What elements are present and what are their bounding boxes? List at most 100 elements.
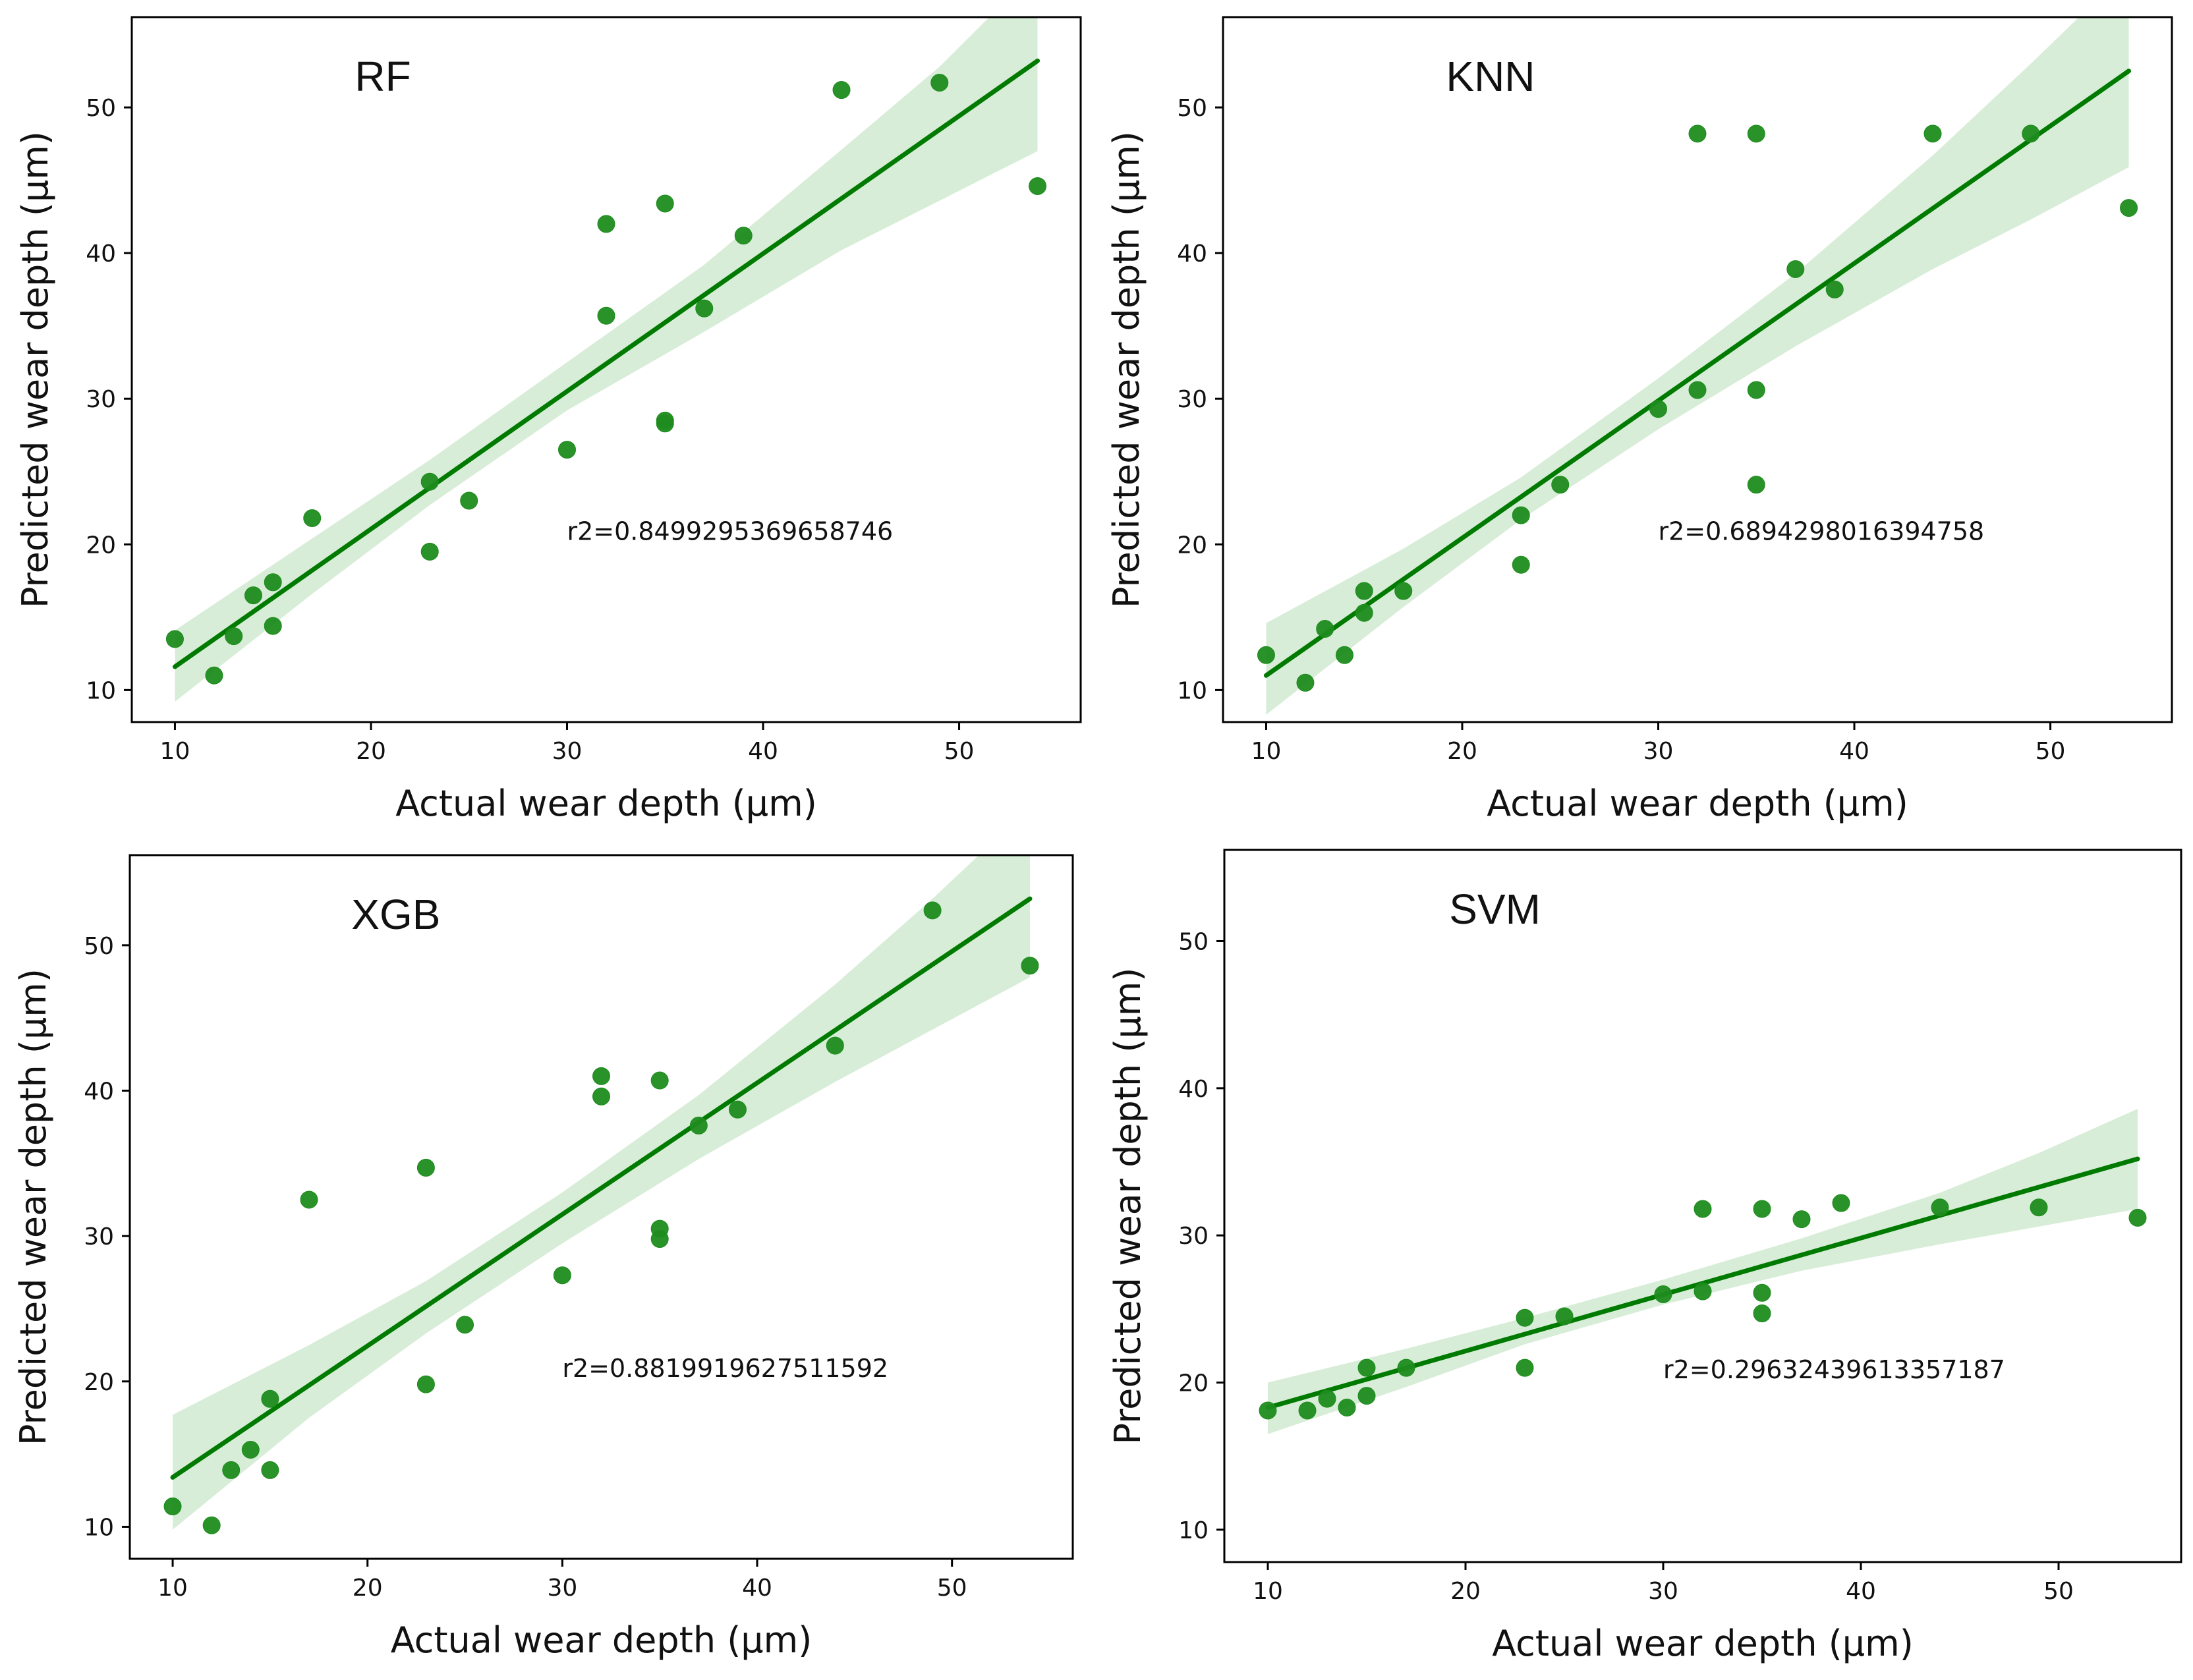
y-tick-label: 40	[84, 1078, 114, 1105]
plot-frame	[1222, 16, 2173, 723]
data-point	[1923, 125, 1942, 143]
data-point	[1786, 260, 1805, 278]
data-point	[592, 1067, 610, 1085]
x-tick-label: 30	[552, 738, 583, 765]
data-point	[205, 666, 223, 685]
data-point	[1747, 125, 1765, 143]
data-point	[1516, 1358, 1534, 1377]
data-point	[1792, 1210, 1811, 1229]
data-point	[1298, 1401, 1317, 1420]
data-point	[1397, 1358, 1415, 1377]
data-point	[2128, 1208, 2147, 1227]
x-tick-label: 30	[1643, 738, 1674, 765]
y-tick-label: 20	[84, 1369, 114, 1396]
x-axis-label: Actual wear depth (μm)	[395, 783, 817, 824]
data-point	[222, 1461, 241, 1479]
x-axis-label: Actual wear depth (μm)	[1492, 1623, 1914, 1664]
data-point	[1654, 1285, 1672, 1304]
data-point	[420, 472, 439, 491]
data-point	[456, 1316, 474, 1334]
x-tick-label: 50	[2043, 1578, 2074, 1605]
data-point	[1931, 1198, 1949, 1217]
model-title: SVM	[1449, 885, 1541, 933]
data-point	[163, 1498, 182, 1516]
data-point	[1832, 1194, 1850, 1212]
data-point	[165, 630, 184, 648]
data-point	[1355, 603, 1373, 622]
x-tick-label: 40	[1839, 738, 1869, 765]
data-point	[1649, 400, 1667, 418]
x-tick-label: 10	[160, 738, 190, 765]
data-point	[2030, 1198, 2048, 1217]
data-point	[202, 1516, 221, 1534]
confidence-band	[175, 17, 1038, 702]
data-point	[264, 617, 282, 635]
data-point	[1296, 673, 1315, 692]
data-point	[597, 215, 615, 233]
data-point	[1021, 957, 1039, 975]
data-point	[420, 542, 439, 561]
data-point	[1688, 125, 1707, 143]
data-point	[1338, 1398, 1356, 1416]
data-point	[832, 81, 851, 99]
plot-area	[163, 855, 1039, 1534]
data-point	[1688, 381, 1707, 399]
data-point	[244, 586, 262, 605]
data-point	[1747, 381, 1765, 399]
x-tick-label: 10	[157, 1575, 188, 1602]
y-axis-label: Predicted wear depth (μm)	[1107, 968, 1149, 1445]
plot-area	[165, 17, 1047, 702]
data-point	[826, 1036, 844, 1055]
data-point	[689, 1116, 708, 1134]
data-point	[416, 1158, 435, 1177]
y-tick-label: 50	[1178, 928, 1209, 955]
r2-annotation: r2=0.8819919627511592	[562, 1354, 888, 1383]
y-tick-label: 40	[86, 240, 116, 267]
data-point	[656, 194, 674, 213]
data-point	[930, 73, 949, 92]
y-tick-label: 30	[1177, 386, 1207, 413]
data-point	[1516, 1308, 1534, 1327]
data-point	[1555, 1307, 1574, 1326]
data-point	[728, 1100, 747, 1119]
data-point	[1825, 280, 1844, 298]
x-tick-label: 20	[1450, 1578, 1481, 1605]
data-point	[1355, 582, 1373, 600]
data-point	[264, 573, 282, 592]
confidence-band	[1268, 1109, 2138, 1434]
y-tick-label: 20	[1178, 1370, 1209, 1397]
y-tick-label: 30	[1178, 1223, 1209, 1250]
regression-line	[170, 896, 1033, 1480]
data-point	[2022, 125, 2040, 143]
y-axis-label: Predicted wear depth (μm)	[14, 131, 56, 608]
plot-frame	[1223, 849, 2182, 1563]
data-point	[416, 1375, 435, 1393]
x-tick-label: 10	[1251, 738, 1282, 765]
data-point	[1357, 1387, 1376, 1405]
r2-annotation: r2=0.8499295369658746	[567, 517, 893, 546]
data-point	[2120, 199, 2138, 217]
r2-annotation: r2=0.29632439613357187	[1663, 1355, 2005, 1384]
x-tick-label: 50	[2036, 738, 2066, 765]
data-point	[303, 509, 322, 527]
regression-line	[172, 58, 1040, 669]
data-point	[650, 1071, 669, 1090]
data-point	[734, 227, 753, 245]
chart-rf: 10 20 30 40 50 10 20 30 40 50 Actual wear depth (μ…	[14, 16, 1082, 824]
model-title: KNN	[1446, 53, 1535, 100]
data-point	[592, 1087, 610, 1106]
plot-frame	[130, 16, 1082, 723]
data-point	[1029, 177, 1047, 195]
model-title: XGB	[351, 891, 440, 938]
data-point	[695, 299, 714, 318]
r2-annotation: r2=0.6894298016394758	[1658, 517, 1984, 546]
data-point	[225, 627, 243, 646]
data-point	[650, 1230, 669, 1248]
y-axis-label: Predicted wear depth (μm)	[1106, 131, 1147, 608]
x-axis-label: Actual wear depth (μm)	[1487, 783, 1908, 824]
data-point	[1318, 1389, 1336, 1408]
data-point	[241, 1441, 260, 1459]
data-point	[1259, 1401, 1277, 1420]
y-axis-label: Predicted wear depth (μm)	[13, 968, 54, 1445]
